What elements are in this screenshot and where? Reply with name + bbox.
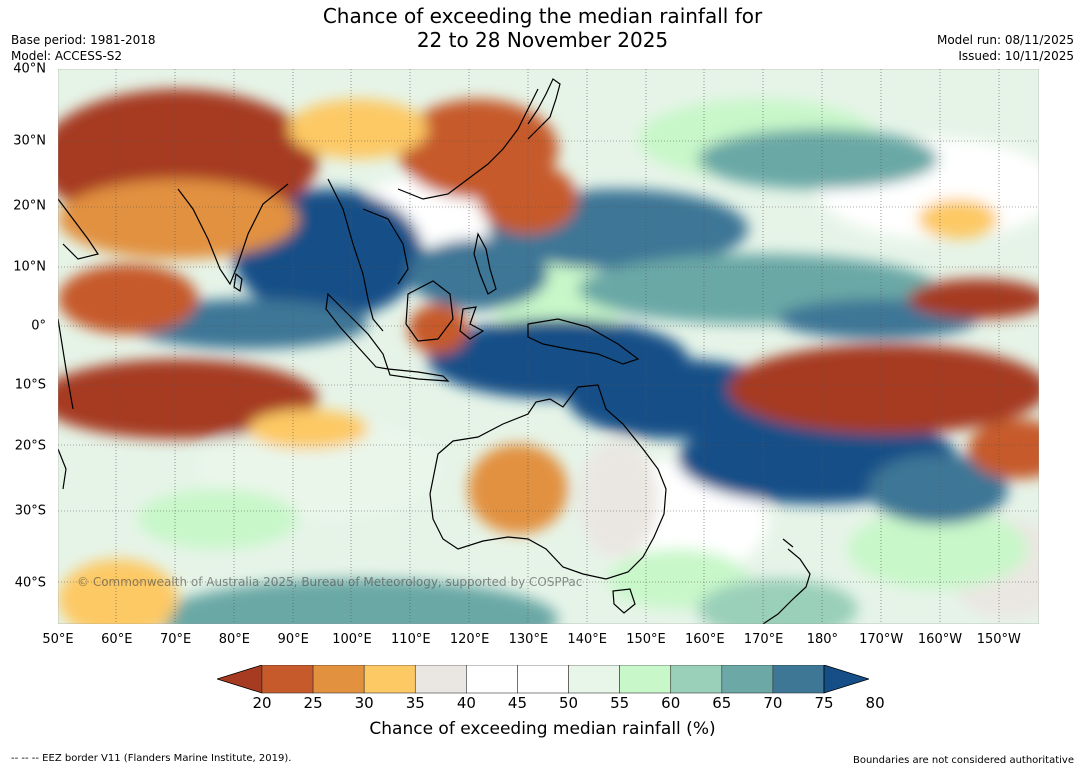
model-run: Model run: 08/11/2025	[936, 33, 1074, 47]
title-line-1: Chance of exceeding the median rainfall …	[322, 4, 763, 28]
colorbar-tick-label: 60	[661, 694, 681, 712]
longitude-label: 160°W	[917, 632, 963, 647]
longitude-label: 140°E	[567, 632, 607, 647]
china-coast	[397, 88, 539, 200]
meta-right: Model run: 08/11/2025 Issued: 10/11/2025	[937, 32, 1074, 64]
sulawesi-coast	[459, 306, 485, 340]
latitude-label: 20°N	[13, 198, 46, 214]
colorbar-tick-label: 80	[865, 694, 885, 712]
new-guinea-coast	[527, 318, 640, 365]
coastlines	[58, 78, 811, 624]
colorbar-swatch	[414, 665, 467, 694]
borneo-coast	[405, 280, 454, 342]
longitude-label: 170°E	[743, 632, 784, 647]
longitude-label: 60°E	[101, 632, 133, 647]
longitude-label: 120°E	[449, 632, 490, 647]
colorbar-tick-label: 55	[610, 694, 630, 712]
graticule	[58, 69, 1039, 624]
colorbar-extend-high	[823, 665, 869, 694]
longitude-label: 180°	[806, 632, 839, 647]
longitude-label: 150°W	[976, 632, 1021, 647]
meta-left: Base period: 1981-2018 Model: ACCESS-S2	[11, 32, 156, 64]
colorbar-tick-label: 45	[507, 694, 527, 712]
colorbar-tick-label: 65	[712, 694, 732, 712]
copyright-notice: © Commonwealth of Australia 2025, Bureau…	[77, 575, 583, 589]
latitude-label: 30°N	[13, 133, 46, 149]
rainfall-field	[58, 89, 1039, 624]
southeast-asia-coast	[327, 178, 409, 332]
longitude-label: 100°E	[332, 632, 372, 647]
longitude-label: 170°W	[859, 632, 904, 647]
colorbar-swatch	[721, 665, 774, 694]
japan-coast	[527, 78, 561, 140]
colorbar	[217, 665, 869, 694]
arabia-coast	[58, 198, 99, 260]
longitude-label: 90°E	[277, 632, 309, 647]
longitude-label: 160°E	[685, 632, 725, 647]
java-coast	[387, 368, 450, 382]
colorbar-tick-label: 30	[354, 694, 374, 712]
india-coast	[177, 183, 289, 286]
longitude-label: 130°E	[508, 632, 549, 647]
rainfall-map	[58, 69, 1039, 624]
title-line-2: 22 to 28 November 2025	[416, 28, 669, 52]
new-zealand-coast	[762, 538, 811, 624]
sri-lanka-coast	[233, 272, 243, 293]
australia-coast	[429, 384, 667, 580]
colorbar-swatch	[619, 665, 672, 694]
boundaries-disclaimer: Boundaries are not considered authoritat…	[852, 755, 1074, 766]
longitude-label: 70°E	[159, 632, 192, 647]
colorbar-tick-label: 25	[303, 694, 323, 712]
latitude-label: 30°S	[14, 503, 46, 519]
base-period: Base period: 1981-2018	[11, 33, 156, 47]
latitude-label: 40°N	[13, 61, 46, 77]
colorbar-tick-label: 70	[763, 694, 783, 712]
longitude-label: 110°E	[391, 632, 431, 647]
latitude-label: 10°N	[13, 259, 46, 275]
longitude-label: 80°E	[218, 632, 251, 647]
eez-border-note: -- -- -- EEZ border V11 (Flanders Marine…	[11, 753, 292, 764]
colorbar-swatch	[261, 665, 314, 694]
colorbar-tick-label: 20	[252, 694, 272, 712]
philippines-coast	[473, 232, 497, 295]
madagascar-coast	[58, 448, 67, 490]
colorbar-tick-label: 50	[558, 694, 579, 712]
africa-coast	[58, 318, 74, 410]
colorbar-tick-label: 40	[456, 694, 476, 712]
sumatra-coast	[325, 292, 389, 370]
longitude-label: 150°E	[626, 632, 666, 647]
colorbar-extend-low	[217, 665, 263, 694]
colorbar-swatch	[772, 665, 825, 694]
colorbar-swatch	[517, 665, 569, 694]
longitude-label: 50°E	[42, 632, 74, 647]
issued-date: Issued: 10/11/2025	[958, 49, 1074, 63]
colorbar-swatch	[466, 665, 518, 694]
colorbar-swatch	[670, 665, 723, 694]
colorbar-tick-label: 75	[814, 694, 834, 712]
colorbar-tick-label: 35	[405, 694, 425, 712]
colorbar-label: Chance of exceeding median rainfall (%)	[369, 719, 716, 739]
latitude-label: 10°S	[14, 377, 46, 393]
latitude-label: 20°S	[14, 438, 46, 454]
latitude-label: 40°S	[14, 575, 46, 591]
colorbar-swatch	[363, 665, 416, 694]
map-title: Chance of exceeding the median rainfall …	[0, 4, 1085, 52]
tasmania-coast	[612, 588, 636, 614]
colorbar-swatch	[312, 665, 365, 694]
colorbar-swatch	[568, 665, 620, 694]
model-name: Model: ACCESS-S2	[11, 49, 123, 63]
latitude-label: 0°	[31, 318, 46, 334]
